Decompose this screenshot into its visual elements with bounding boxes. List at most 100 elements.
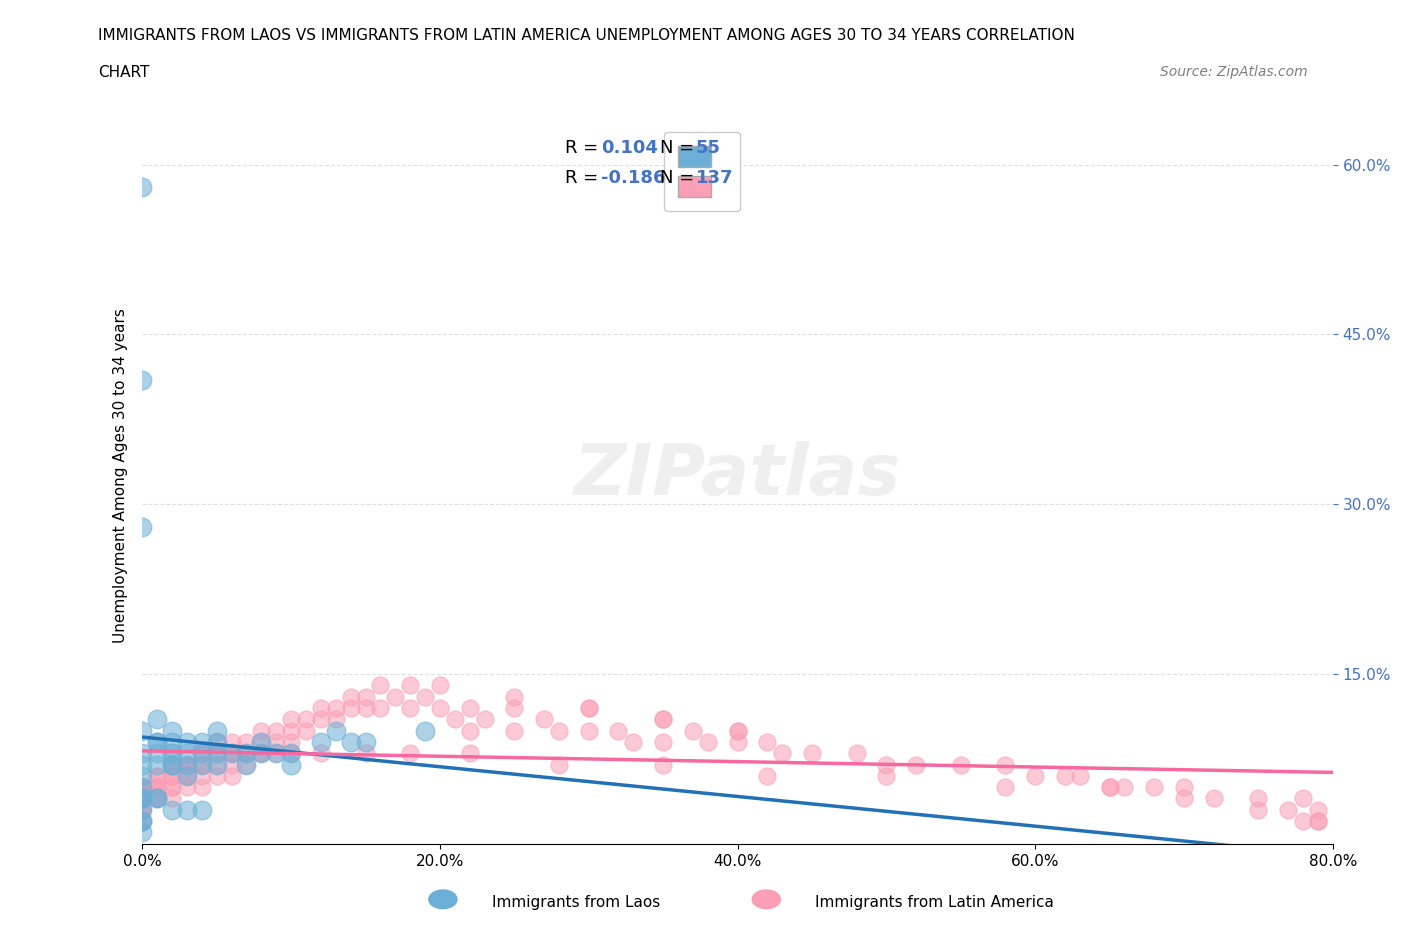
Text: 137: 137 xyxy=(696,169,734,187)
Point xyxy=(176,757,198,772)
Point xyxy=(325,711,347,726)
Point xyxy=(160,724,183,738)
Point xyxy=(191,757,214,772)
Point xyxy=(727,724,749,738)
Point xyxy=(160,735,183,750)
Point xyxy=(176,746,198,761)
Point xyxy=(160,803,183,817)
Point xyxy=(370,700,392,715)
Point xyxy=(325,700,347,715)
Point xyxy=(235,746,257,761)
Point xyxy=(131,803,153,817)
Point xyxy=(250,735,273,750)
Point xyxy=(503,689,526,704)
Point xyxy=(607,724,630,738)
Point xyxy=(652,735,675,750)
Point xyxy=(146,791,169,806)
Point xyxy=(458,724,481,738)
Point xyxy=(1069,768,1091,783)
Point xyxy=(280,746,302,761)
Point xyxy=(682,724,704,738)
Y-axis label: Unemployment Among Ages 30 to 34 years: Unemployment Among Ages 30 to 34 years xyxy=(114,309,128,644)
Point xyxy=(191,803,214,817)
Point xyxy=(191,746,214,761)
Point xyxy=(1247,803,1270,817)
Point xyxy=(578,700,600,715)
Text: 55: 55 xyxy=(696,140,721,157)
Text: N =: N = xyxy=(661,140,695,157)
Legend: , : , xyxy=(664,132,740,211)
Point xyxy=(131,791,153,806)
Point xyxy=(458,746,481,761)
Point xyxy=(280,711,302,726)
Point xyxy=(474,711,496,726)
Point xyxy=(354,689,377,704)
Point xyxy=(131,814,153,829)
Point xyxy=(1098,779,1121,794)
Point xyxy=(205,757,228,772)
Point xyxy=(131,803,153,817)
Point xyxy=(994,757,1017,772)
Point xyxy=(176,757,198,772)
Point xyxy=(131,746,153,761)
Point xyxy=(354,700,377,715)
Text: ZIPatlas: ZIPatlas xyxy=(574,442,901,511)
Point xyxy=(280,735,302,750)
Point xyxy=(578,700,600,715)
Point xyxy=(146,735,169,750)
Point xyxy=(160,746,183,761)
Point xyxy=(131,779,153,794)
Point xyxy=(1114,779,1136,794)
Point xyxy=(309,700,332,715)
Point xyxy=(339,689,361,704)
Point xyxy=(176,757,198,772)
Point xyxy=(176,768,198,783)
Point xyxy=(264,735,287,750)
Point xyxy=(146,735,169,750)
Point xyxy=(131,803,153,817)
Point xyxy=(191,735,214,750)
Point xyxy=(160,791,183,806)
Point xyxy=(264,746,287,761)
Point xyxy=(578,724,600,738)
Point xyxy=(325,724,347,738)
Point xyxy=(280,724,302,738)
Point xyxy=(339,700,361,715)
Point xyxy=(235,746,257,761)
Point xyxy=(1292,791,1315,806)
Text: Immigrants from Latin America: Immigrants from Latin America xyxy=(815,895,1054,910)
Point xyxy=(176,803,198,817)
Point xyxy=(250,746,273,761)
Point xyxy=(727,724,749,738)
Point xyxy=(131,791,153,806)
Point xyxy=(949,757,972,772)
Point xyxy=(191,779,214,794)
Point xyxy=(235,746,257,761)
Point xyxy=(905,757,928,772)
Point xyxy=(205,746,228,761)
Point xyxy=(131,179,153,194)
Point xyxy=(146,711,169,726)
Point xyxy=(131,724,153,738)
Point xyxy=(131,779,153,794)
Point xyxy=(146,791,169,806)
Point xyxy=(770,746,793,761)
Point xyxy=(458,700,481,715)
Point xyxy=(280,746,302,761)
Point xyxy=(354,735,377,750)
Point xyxy=(160,768,183,783)
Point xyxy=(131,791,153,806)
Point xyxy=(295,711,318,726)
Point xyxy=(1173,779,1195,794)
Point xyxy=(160,779,183,794)
Point xyxy=(309,746,332,761)
Point xyxy=(131,814,153,829)
Point xyxy=(696,735,718,750)
Point xyxy=(354,746,377,761)
Text: N =: N = xyxy=(661,169,695,187)
Point xyxy=(370,678,392,693)
Point xyxy=(146,768,169,783)
Point xyxy=(160,757,183,772)
Point xyxy=(1306,814,1329,829)
Text: -0.186: -0.186 xyxy=(600,169,665,187)
